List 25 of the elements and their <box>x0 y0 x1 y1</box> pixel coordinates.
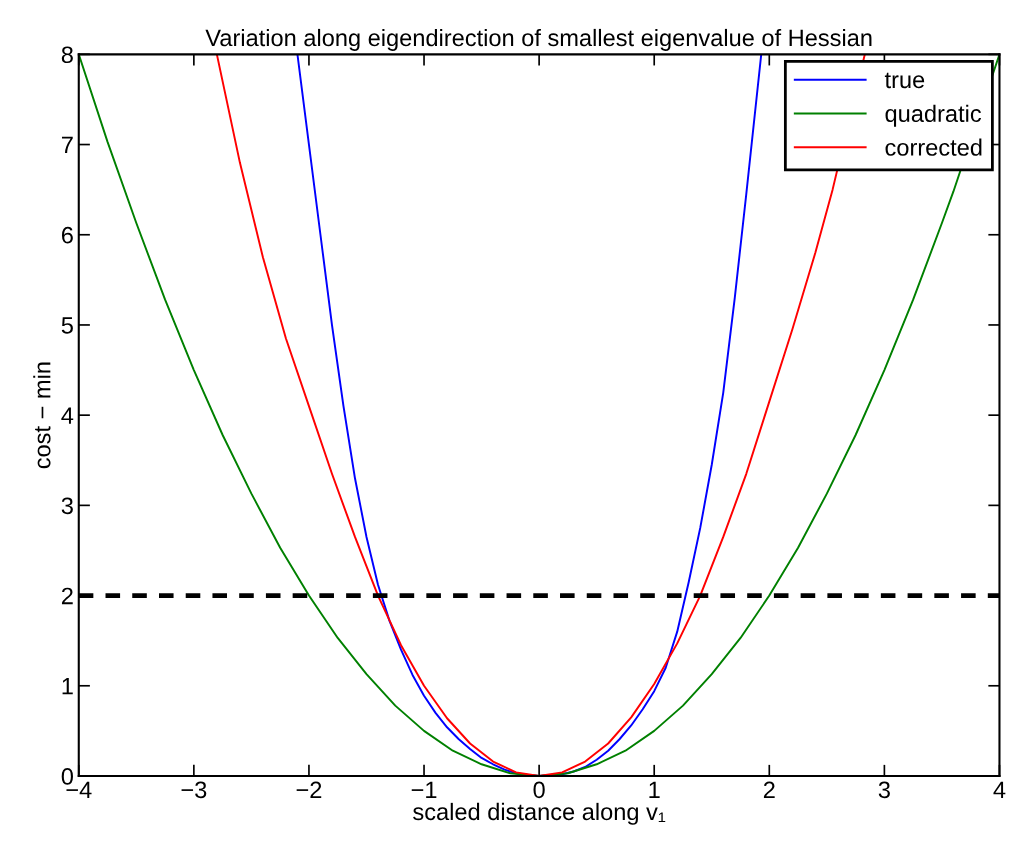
y-tick-label: 4 <box>61 407 74 424</box>
line-series <box>215 54 866 776</box>
line-series <box>296 54 763 776</box>
x-tick-label: 2 <box>763 781 775 798</box>
y-tick-label: 6 <box>61 226 73 244</box>
x-tick-label: 1 <box>649 781 660 798</box>
legend-label: true <box>884 72 925 89</box>
y-tick-label: 8 <box>61 46 73 64</box>
x-tick-label: 3 <box>878 781 890 799</box>
y-tick-label: 1 <box>62 678 73 695</box>
legend-label: quadratic <box>885 104 982 127</box>
y-tick-label: 5 <box>61 317 73 334</box>
chart-title: Variation along eigendirection of smallest eigenvalue of Hessian <box>205 28 872 51</box>
legend-label: corrected <box>885 138 982 156</box>
line-series <box>78 54 1000 776</box>
x-tick-label: −1 <box>411 781 437 798</box>
x-tick-label: −2 <box>296 781 322 798</box>
y-tick-label: 2 <box>61 587 73 605</box>
x-tick-label: 0 <box>533 781 545 799</box>
y-axis-title: cost − min <box>33 362 51 469</box>
y-tick-label: 3 <box>61 497 73 515</box>
x-tick-label: 4 <box>993 781 1006 798</box>
x-axis-title: scaled distance along v₁ <box>413 802 666 825</box>
x-tick-label: −3 <box>181 781 207 799</box>
y-tick-label: 7 <box>61 136 73 154</box>
